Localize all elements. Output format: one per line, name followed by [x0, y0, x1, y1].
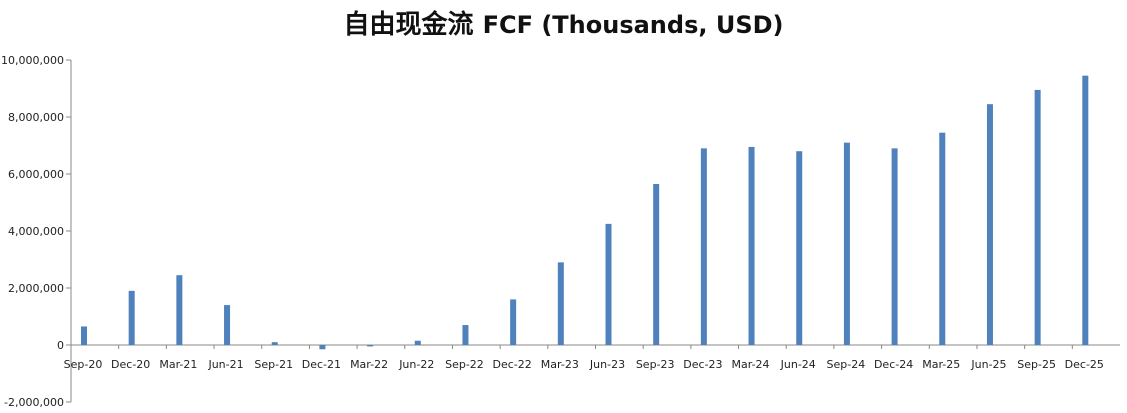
bar	[462, 325, 469, 345]
x-tick-label: Mar-22	[350, 358, 388, 371]
bar	[414, 340, 421, 345]
x-tick-label: Sep-23	[636, 358, 675, 371]
bar	[224, 305, 231, 345]
y-tick-label: -2,000,000	[4, 396, 64, 409]
x-tick-label: Jun-25	[970, 358, 1006, 371]
bar	[271, 342, 278, 345]
y-tick-label: 2,000,000	[8, 282, 64, 295]
y-tick-label: 10,000,000	[1, 54, 64, 67]
x-tick-label: Sep-20	[64, 358, 103, 371]
x-tick-label: Jun-22	[398, 358, 434, 371]
bar	[557, 262, 564, 345]
x-tick-label: Sep-24	[827, 358, 866, 371]
bar	[748, 146, 755, 345]
bar	[939, 132, 946, 345]
x-tick-label: Dec-23	[683, 358, 722, 371]
x-tick-label: Dec-22	[493, 358, 532, 371]
x-tick-label: Jun-24	[780, 358, 816, 371]
chart-title: 自由现金流 FCF (Thousands, USD)	[0, 4, 1127, 41]
bar	[986, 104, 993, 345]
bar	[891, 148, 898, 345]
x-tick-label: Jun-21	[207, 358, 243, 371]
y-tick-label: 4,000,000	[8, 225, 64, 238]
y-tick-label: 6,000,000	[8, 168, 64, 181]
bar	[81, 326, 87, 345]
x-tick-label: Dec-20	[111, 358, 150, 371]
chart-title-cn: 自由现金流	[343, 10, 474, 40]
chart-title-en: FCF (Thousands, USD)	[482, 11, 784, 39]
bar	[700, 148, 707, 345]
bar	[605, 223, 612, 345]
x-tick-label: Sep-22	[445, 358, 484, 371]
y-tick-label: 0	[57, 339, 64, 352]
x-tick-label: Sep-21	[254, 358, 293, 371]
x-tick-label: Dec-21	[302, 358, 341, 371]
x-tick-label: Mar-24	[732, 358, 770, 371]
bar	[1034, 89, 1041, 345]
x-tick-label: Dec-25	[1065, 358, 1104, 371]
bar	[653, 183, 660, 345]
bar	[128, 290, 135, 345]
bar	[843, 142, 850, 345]
bar	[1082, 75, 1089, 346]
x-tick-label: Sep-25	[1017, 358, 1056, 371]
x-tick-label: Mar-21	[159, 358, 197, 371]
x-tick-label: Mar-23	[541, 358, 579, 371]
bar	[796, 151, 803, 345]
bar	[319, 345, 326, 350]
x-tick-label: Mar-25	[922, 358, 960, 371]
x-tick-label: Dec-24	[874, 358, 913, 371]
bar	[176, 275, 183, 345]
x-tick-label: Jun-23	[589, 358, 625, 371]
bar	[367, 345, 374, 347]
y-tick-label: 8,000,000	[8, 111, 64, 124]
bar	[510, 299, 517, 345]
